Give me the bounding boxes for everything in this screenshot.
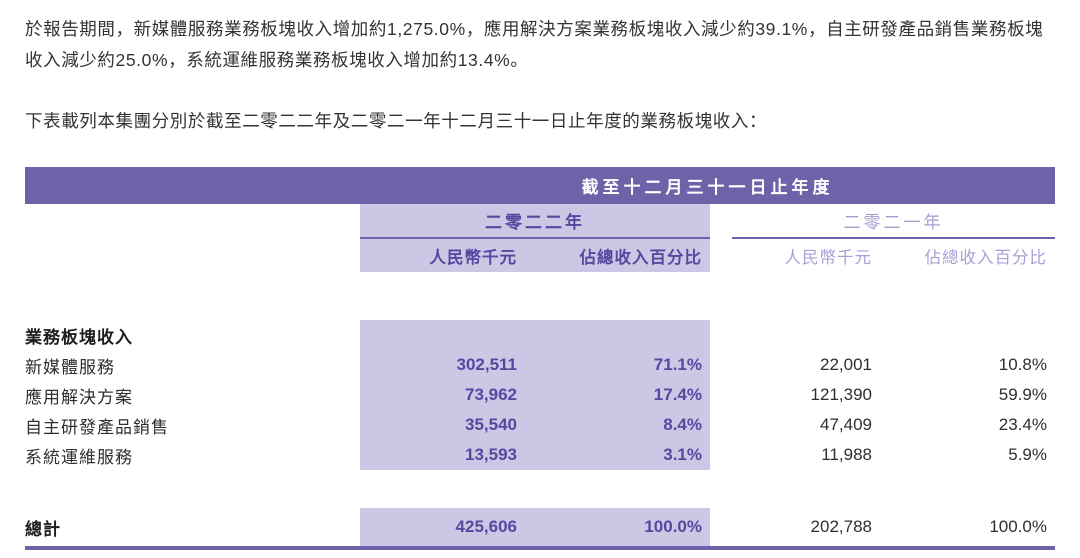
segment-label: 新媒體服務 — [25, 357, 115, 377]
col-header-2022-pct: 佔總收入百分比 — [579, 248, 702, 267]
segment-label: 系統運維服務 — [25, 447, 133, 467]
segment-label: 應用解決方案 — [25, 387, 133, 407]
year-2021-cell: 二零二一年 — [710, 204, 1055, 239]
table-row: 新媒體服務 302,511 71.1% 22,001 10.8% — [25, 350, 1055, 380]
column-header-row: 人民幣千元 佔總收入百分比 人民幣千元 佔總收入百分比 — [25, 239, 1055, 272]
year-2022-header: 二零二二年 — [360, 204, 710, 239]
pct-2021: 23.4% — [998, 415, 1047, 434]
segment-revenue-table: 截至十二月三十一日止年度 二零二二年 二零二一年 人民幣千元 佔總收入百分比 人… — [25, 167, 1055, 550]
spacer-row — [25, 272, 1055, 320]
section-header-row: 業務板塊收入 — [25, 320, 1055, 350]
amount-2022: 302,511 — [456, 355, 517, 374]
total-pct-2021: 100.0% — [880, 508, 1055, 550]
table-row: 自主研發產品銷售 35,540 8.4% 47,409 23.4% — [25, 410, 1055, 440]
amount-2021: 11,988 — [821, 445, 872, 464]
intro-paragraph: 於報告期間，新媒體服務業務板塊收入增加約1,275.0%，應用解決方案業務板塊收… — [25, 19, 1044, 70]
year-2022-cell: 二零二二年 — [360, 204, 710, 239]
amount-2021: 22,001 — [820, 355, 872, 374]
pct-2022: 17.4% — [653, 385, 702, 404]
pct-2021: 59.9% — [998, 385, 1047, 404]
pct-2021: 5.9% — [1008, 445, 1047, 464]
period-header: 截至十二月三十一日止年度 — [360, 167, 1055, 204]
total-label: 總計 — [25, 508, 360, 550]
table-row: 系統運維服務 13,593 3.1% 11,988 5.9% — [25, 440, 1055, 470]
year-2021-header: 二零二一年 — [732, 204, 1055, 239]
pct-2022: 71.1% — [653, 355, 702, 374]
column-header-corner-cell — [25, 239, 360, 272]
spacer-row — [25, 470, 1055, 508]
amount-2021: 47,409 — [820, 415, 872, 434]
year-header-corner-cell — [25, 204, 360, 239]
col-header-2022-amount: 人民幣千元 — [429, 248, 517, 267]
segment-label: 自主研發產品銷售 — [25, 417, 169, 437]
amount-2022: 35,540 — [465, 415, 517, 434]
amount-2022: 73,962 — [465, 385, 517, 404]
total-pct-2022: 100.0% — [525, 508, 710, 550]
table-intro-paragraph: 下表載列本集團分別於截至二零二二年及二零二一年十二月三十一日止年度的業務板塊收入… — [25, 111, 768, 131]
period-header-corner-cell — [25, 167, 360, 204]
amount-2022: 13,593 — [465, 445, 517, 464]
pct-2022: 3.1% — [663, 445, 702, 464]
total-row: 總計 425,606 100.0% 202,788 100.0% — [25, 508, 1055, 550]
pct-2022: 8.4% — [663, 415, 702, 434]
period-header-row: 截至十二月三十一日止年度 — [25, 167, 1055, 204]
col-header-2021-amount: 人民幣千元 — [784, 248, 872, 267]
total-amount-2021: 202,788 — [710, 508, 880, 550]
section-header: 業務板塊收入 — [25, 327, 133, 347]
col-header-2021-pct: 佔總收入百分比 — [924, 248, 1047, 267]
amount-2021: 121,390 — [810, 385, 872, 404]
year-header-row: 二零二二年 二零二一年 — [25, 204, 1055, 239]
total-amount-2022: 425,606 — [360, 508, 525, 550]
pct-2021: 10.8% — [998, 355, 1047, 374]
table-row: 應用解決方案 73,962 17.4% 121,390 59.9% — [25, 380, 1055, 410]
